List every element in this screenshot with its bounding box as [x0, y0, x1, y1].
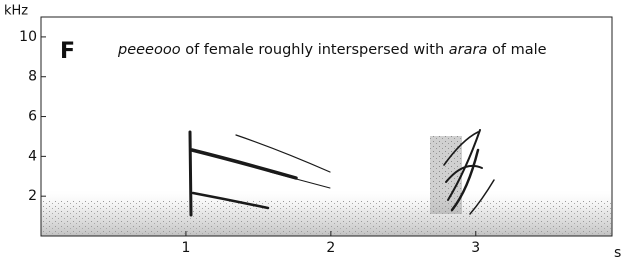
y-tick-label: 4	[28, 148, 37, 164]
annotation: peeeooo of female roughly interspersed w…	[117, 42, 547, 58]
onset-burst	[190, 132, 191, 215]
panel-label: F	[60, 39, 75, 64]
y-tick-label: 8	[28, 69, 37, 85]
spectrogram-figure: F peeeooo of female roughly interspersed…	[0, 0, 621, 264]
x-tick-label: 1	[181, 240, 190, 256]
y-tick-label: 6	[28, 109, 37, 125]
harmonic-trace	[270, 172, 330, 188]
plot-content	[41, 130, 612, 236]
y-axis-label: kHz	[4, 4, 28, 19]
noise-speckle	[41, 200, 612, 236]
y-tick-label: 2	[28, 188, 37, 204]
annotation-part: of male	[487, 42, 546, 58]
harmonic-trace	[192, 150, 296, 178]
x-tick-label: 3	[471, 240, 480, 256]
x-tick-label: 2	[326, 240, 335, 256]
annotation-part: of female roughly interspersed with	[181, 42, 449, 58]
x-axis-label: s	[614, 245, 621, 261]
y-tick-label: 10	[19, 29, 37, 45]
annotation-part: arara	[449, 42, 488, 58]
annotation-part: peeeooo	[117, 42, 181, 58]
